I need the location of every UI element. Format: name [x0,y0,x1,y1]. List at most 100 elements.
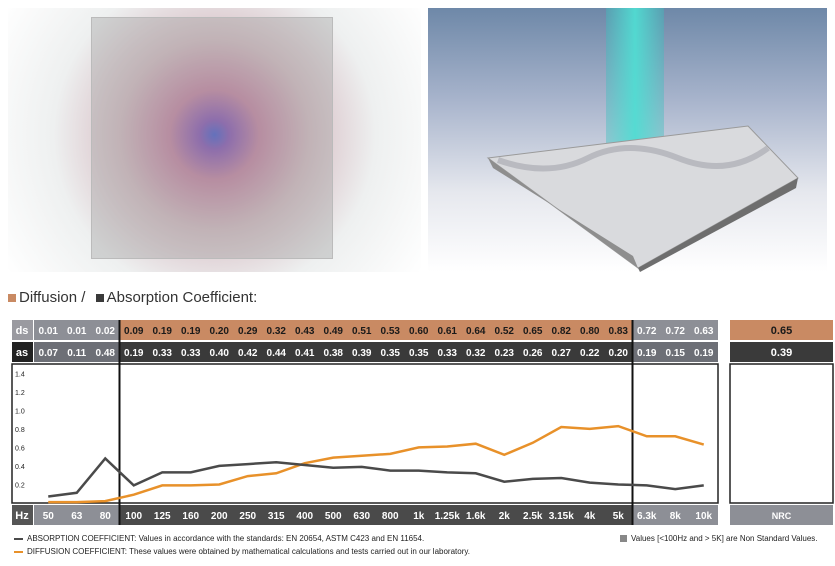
diffusion-value-label: 0.51 [352,326,372,337]
absorption-value-cell [205,342,234,362]
frequency-cell [34,505,63,525]
absorption-value-cell [518,342,547,362]
nrc-diffusion-cell [730,320,833,340]
diffuser-3d-render-image [428,8,827,272]
frequency-label: 1.25k [435,511,460,522]
absorption-value-label: 0.33 [181,348,201,359]
frequency-cell [290,505,319,525]
absorption-value-cell [148,342,177,362]
y-tick-label: 1.2 [15,390,25,397]
absorption-value-cell [575,342,604,362]
diffusion-value-cell [575,320,604,340]
absorption-value-label: 0.07 [39,348,59,359]
diffusion-value-cell [262,320,291,340]
absorption-value-cell [376,342,405,362]
diffusion-value-label: 0.49 [324,326,344,337]
row-label-cell [12,505,33,525]
diffusion-value-cell [34,320,63,340]
frequency-label: 315 [268,511,285,522]
y-tick-label: 1.0 [15,408,25,415]
diffusion-value-cell [205,320,234,340]
absorption-value-cell [490,342,519,362]
diffusion-value-cell [490,320,519,340]
diffusion-value-label: 0.52 [495,326,515,337]
frequency-cell [661,505,690,525]
frequency-label: 63 [71,511,83,522]
frequency-label: 1.6k [466,511,486,522]
frequency-cell [176,505,205,525]
diffusion-value-cell [62,320,91,340]
diffusion-value-cell [547,320,576,340]
nrc-label: NRC [772,511,792,521]
diffusion-value-cell [461,320,490,340]
frequency-label: 80 [100,511,112,522]
absorption-swatch [95,294,104,303]
absorption-value-cell [404,342,433,362]
diffusion-value-cell [290,320,319,340]
frequency-cell [518,505,547,525]
frequency-cell [689,505,718,525]
diffusion-value-cell [661,320,690,340]
diffusion-value-cell [404,320,433,340]
diffusion-value-cell [347,320,376,340]
frequency-label: 50 [43,511,55,522]
absorption-value-cell [62,342,91,362]
diffusion-value-label: 0.19 [153,326,173,337]
diffusion-value-cell [319,320,348,340]
diffusion-note: DIFFUSION COEFFICIENT: These values were… [14,547,470,556]
absorption-value-label: 0.39 [352,348,372,359]
absorption-note: ABSORPTION COEFFICIENT: Values in accord… [14,534,424,543]
frequency-cell [376,505,405,525]
frequency-cell [547,505,576,525]
diffusion-value-label: 0.43 [295,326,315,337]
frequency-label: 250 [239,511,256,522]
absorption-value-cell [547,342,576,362]
diffuser-panel-graphic [91,17,333,259]
diffusion-value-label: 0.65 [523,326,543,337]
frequency-label: 6.3k [637,511,657,522]
diffusion-value-label: 0.72 [666,326,686,337]
absorption-value-label: 0.19 [124,348,144,359]
frequency-cell [632,505,661,525]
absorption-value-label: 0.19 [637,348,657,359]
frequency-cell [404,505,433,525]
frequency-label: 630 [353,511,370,522]
diffusion-value-label: 0.83 [609,326,629,337]
absorption-value-label: 0.44 [267,348,287,359]
diffusion-legend-label: Diffusion / [19,289,86,306]
frequency-cell [233,505,262,525]
diffusion-value-label: 0.53 [381,326,401,337]
absorption-value-cell [347,342,376,362]
absorption-value-label: 0.35 [409,348,429,359]
frequency-label: 800 [382,511,399,522]
diffusion-value-label: 0.01 [39,326,59,337]
absorption-value-label: 0.23 [495,348,515,359]
frequency-cell [205,505,234,525]
absorption-value-cell [233,342,262,362]
frequency-label: 200 [211,511,228,522]
absorption-value-cell [34,342,63,362]
absorption-value-cell [689,342,718,362]
absorption-value-label: 0.38 [324,348,344,359]
absorption-value-label: 0.33 [438,348,458,359]
diffusion-simulation-image [8,8,421,272]
absorption-value-label: 0.42 [238,348,258,359]
diffusion-value-label: 0.01 [67,326,87,337]
diffusion-swatch [8,294,16,303]
frequency-label: 5k [613,511,625,522]
frequency-cell [575,505,604,525]
frequency-label: 8k [670,511,682,522]
absorption-value-cell [461,342,490,362]
frequency-label: 160 [182,511,199,522]
absorption-value-label: 0.20 [609,348,629,359]
absorption-value-label: 0.33 [153,348,173,359]
row-label-cell [12,342,33,362]
absorption-value-cell [604,342,633,362]
absorption-value-label: 0.15 [666,348,686,359]
frequency-label: 1k [413,511,425,522]
frequency-cell [604,505,633,525]
y-tick-label: 0.4 [15,464,25,471]
absorption-value-cell [262,342,291,362]
nrc-diffusion-value: 0.65 [771,325,792,337]
